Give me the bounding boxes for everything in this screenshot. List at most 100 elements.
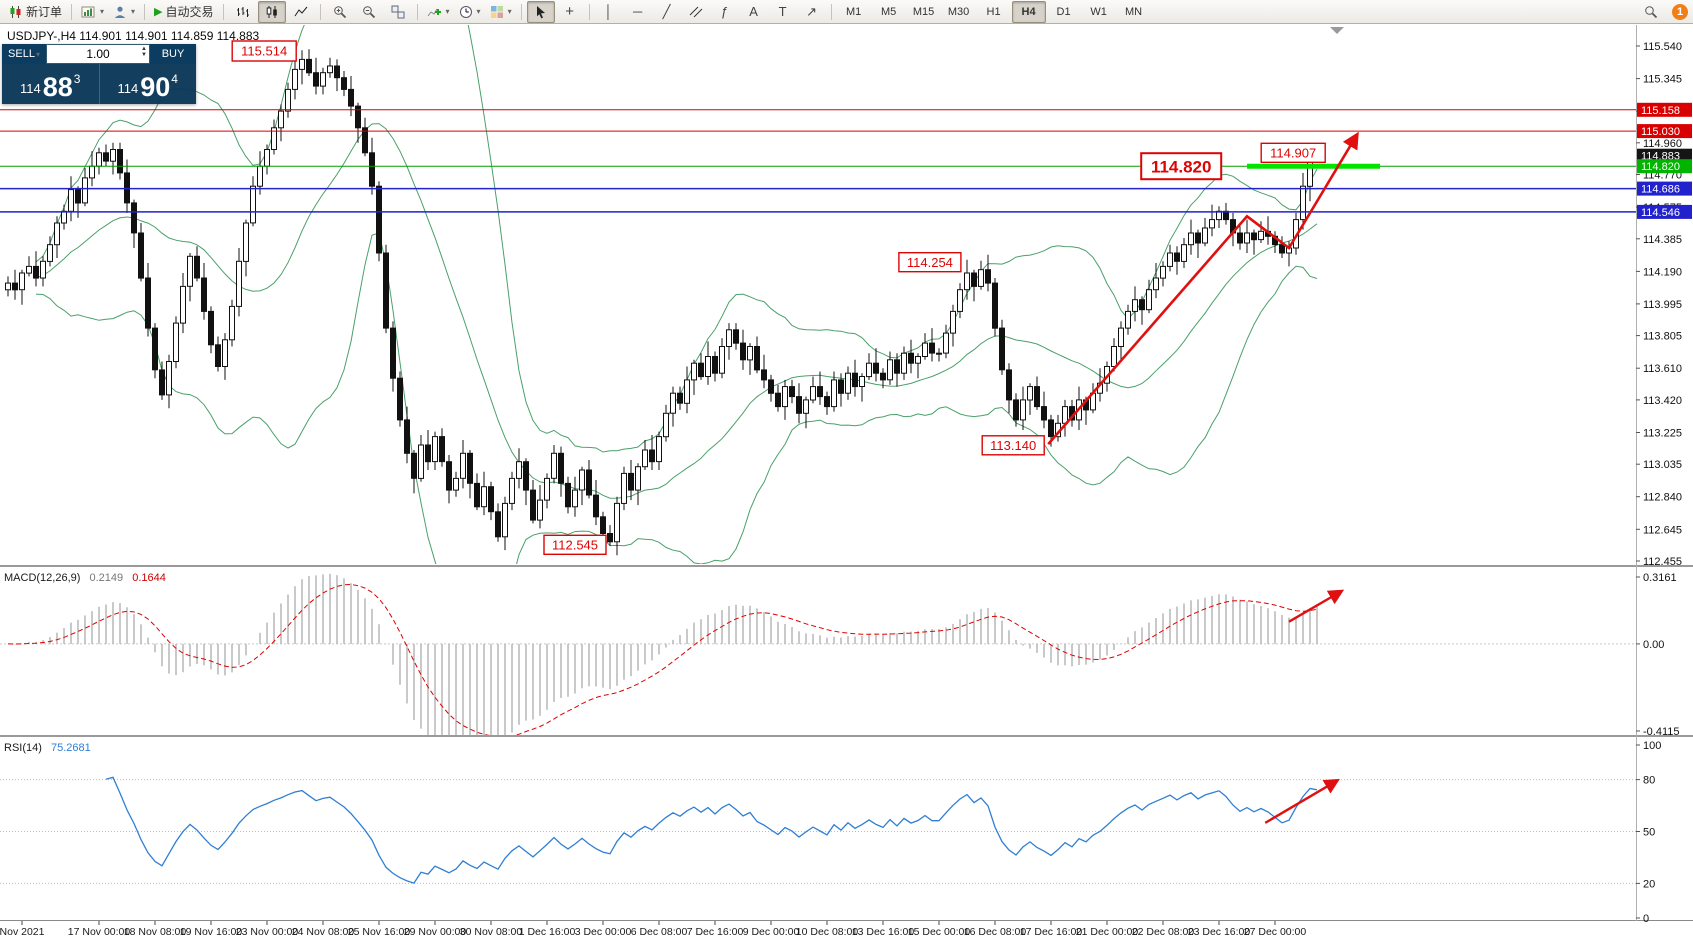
candle — [754, 346, 760, 371]
candle — [138, 232, 144, 279]
horizontal-line-tool-button[interactable]: ─ — [624, 1, 652, 23]
spinner-up-icon[interactable]: ▲ — [141, 46, 147, 52]
one-click-trading-panel: SELL ▾ 1.00 ▲ ▼ BUY 114 88 3 114 90 4 — [2, 44, 196, 104]
buy-tab[interactable]: BUY — [150, 44, 196, 64]
price-tag-114.546: 114.546 — [1637, 204, 1692, 219]
candle — [467, 452, 473, 484]
label-tool-button[interactable]: T — [769, 1, 797, 23]
new-chart-button[interactable]: ▾ — [77, 1, 108, 23]
search-icon — [1645, 5, 1658, 18]
price-scale[interactable]: 115.540115.345115.150114.960114.770114.5… — [1636, 41, 1692, 568]
annotation-114.820[interactable]: 114.820 — [1140, 152, 1223, 181]
candle — [1244, 232, 1250, 244]
candle — [481, 486, 487, 508]
candle — [824, 396, 830, 408]
candle — [1153, 277, 1159, 291]
profiles-button[interactable]: ▾ — [109, 1, 139, 23]
autotrading-button[interactable]: ▶ 自动交易 — [150, 1, 217, 23]
zoom-in-button[interactable] — [326, 1, 354, 23]
candle — [1062, 406, 1068, 424]
candlestick-chart-type-button[interactable] — [257, 0, 286, 23]
search-button[interactable] — [1637, 1, 1665, 23]
text-tool-button[interactable]: A — [740, 1, 768, 23]
candle — [12, 282, 18, 291]
candle — [523, 461, 529, 491]
svg-text:115.158: 115.158 — [1641, 105, 1680, 117]
new-order-button[interactable]: 新订单 — [5, 1, 66, 23]
fibonacci-tool-button[interactable]: ƒ — [711, 1, 739, 23]
arrows-tool-button[interactable]: ↗ — [798, 1, 826, 23]
timeframe-h4-button[interactable]: H4 — [1011, 0, 1046, 23]
candle — [411, 452, 417, 479]
candle — [320, 72, 326, 87]
candle — [1111, 346, 1117, 367]
panel-separator-1[interactable] — [0, 565, 1693, 567]
annotation-114.254[interactable]: 114.254 — [898, 251, 962, 273]
timeframe-mn-button[interactable]: MN — [1125, 5, 1143, 18]
timeframe-w1-button[interactable]: W1 — [1090, 5, 1107, 18]
zoom-out-button[interactable] — [355, 1, 383, 23]
notification-badge[interactable]: 1 — [1672, 3, 1688, 20]
macd-label: MACD(12,26,9) 0.2149 0.1644 — [4, 572, 166, 584]
cursor-button[interactable] — [526, 0, 555, 23]
svg-text:7 Dec 16:00: 7 Dec 16:00 — [687, 926, 744, 938]
candle — [1174, 252, 1180, 262]
profiles-icon — [114, 6, 126, 18]
spinner-down-icon[interactable]: ▼ — [141, 52, 147, 58]
periods-button[interactable]: ▾ — [455, 1, 485, 23]
annotation-115.514[interactable]: 115.514 — [231, 40, 297, 62]
candle — [586, 469, 592, 496]
timeframe-d1-button[interactable]: D1 — [1056, 5, 1071, 18]
macd-trend-arrow[interactable] — [1288, 589, 1345, 623]
autotrading-label: 自动交易 — [165, 5, 214, 19]
indicators-button[interactable]: ▾ — [423, 1, 454, 23]
crosshair-icon: + — [565, 3, 574, 20]
candle — [565, 482, 571, 508]
crosshair-button[interactable]: + — [556, 1, 584, 23]
candle — [747, 346, 753, 361]
candle — [369, 152, 375, 187]
annotation-114.907[interactable]: 114.907 — [1260, 142, 1326, 164]
candle — [404, 419, 410, 454]
svg-text:21 Dec 00:00: 21 Dec 00:00 — [1076, 926, 1139, 938]
timeframe-m5-button[interactable]: M5 — [880, 5, 897, 18]
candle — [502, 502, 508, 538]
svg-text:19 Nov 16:00: 19 Nov 16:00 — [180, 926, 243, 938]
volume-spinner[interactable]: ▲ ▼ — [141, 46, 147, 58]
svg-text:27 Dec 00:00: 27 Dec 00:00 — [1244, 926, 1307, 938]
channel-tool-button[interactable] — [682, 1, 710, 23]
candle — [740, 342, 746, 361]
channel-icon — [689, 6, 702, 17]
main-trend-arrow[interactable] — [1047, 131, 1359, 445]
svg-text:50: 50 — [1643, 827, 1655, 839]
vertical-line-tool-button[interactable]: │ — [595, 1, 623, 23]
timeframe-m30-button[interactable]: M30 — [947, 5, 970, 18]
timeframe-m15-button[interactable]: M15 — [912, 5, 935, 18]
chart-shift-marker-icon[interactable] — [1330, 27, 1344, 34]
svg-text:13 Dec 16:00: 13 Dec 16:00 — [852, 926, 915, 938]
trendline-tool-button[interactable]: ╱ — [653, 1, 681, 23]
rsi-name: RSI(14) — [4, 742, 42, 754]
volume-input[interactable]: 1.00 ▲ ▼ — [46, 44, 150, 64]
candle — [82, 177, 88, 204]
candle — [278, 110, 284, 129]
svg-text:114.254: 114.254 — [907, 255, 953, 270]
sell-button[interactable]: 114 88 3 — [2, 64, 100, 104]
sell-caret-icon: ▾ — [35, 49, 40, 59]
candle — [1027, 386, 1033, 401]
buy-button[interactable]: 114 90 4 — [100, 64, 197, 104]
rsi-trend-arrow[interactable] — [1264, 778, 1340, 824]
templates-button[interactable]: ▾ — [486, 1, 516, 23]
bar-chart-type-button[interactable] — [229, 1, 257, 23]
line-chart-type-button[interactable] — [287, 1, 315, 23]
annotation-112.545[interactable]: 112.545 — [543, 534, 607, 555]
timeframe-m1-button[interactable]: M1 — [845, 5, 862, 18]
candle — [712, 356, 718, 374]
tile-windows-button[interactable] — [384, 1, 412, 23]
panel-separator-2[interactable] — [0, 735, 1693, 737]
annotation-113.140[interactable]: 113.140 — [981, 435, 1045, 456]
timeframe-h1-button[interactable]: H1 — [986, 5, 1001, 18]
sell-tab[interactable]: SELL ▾ — [2, 44, 46, 64]
